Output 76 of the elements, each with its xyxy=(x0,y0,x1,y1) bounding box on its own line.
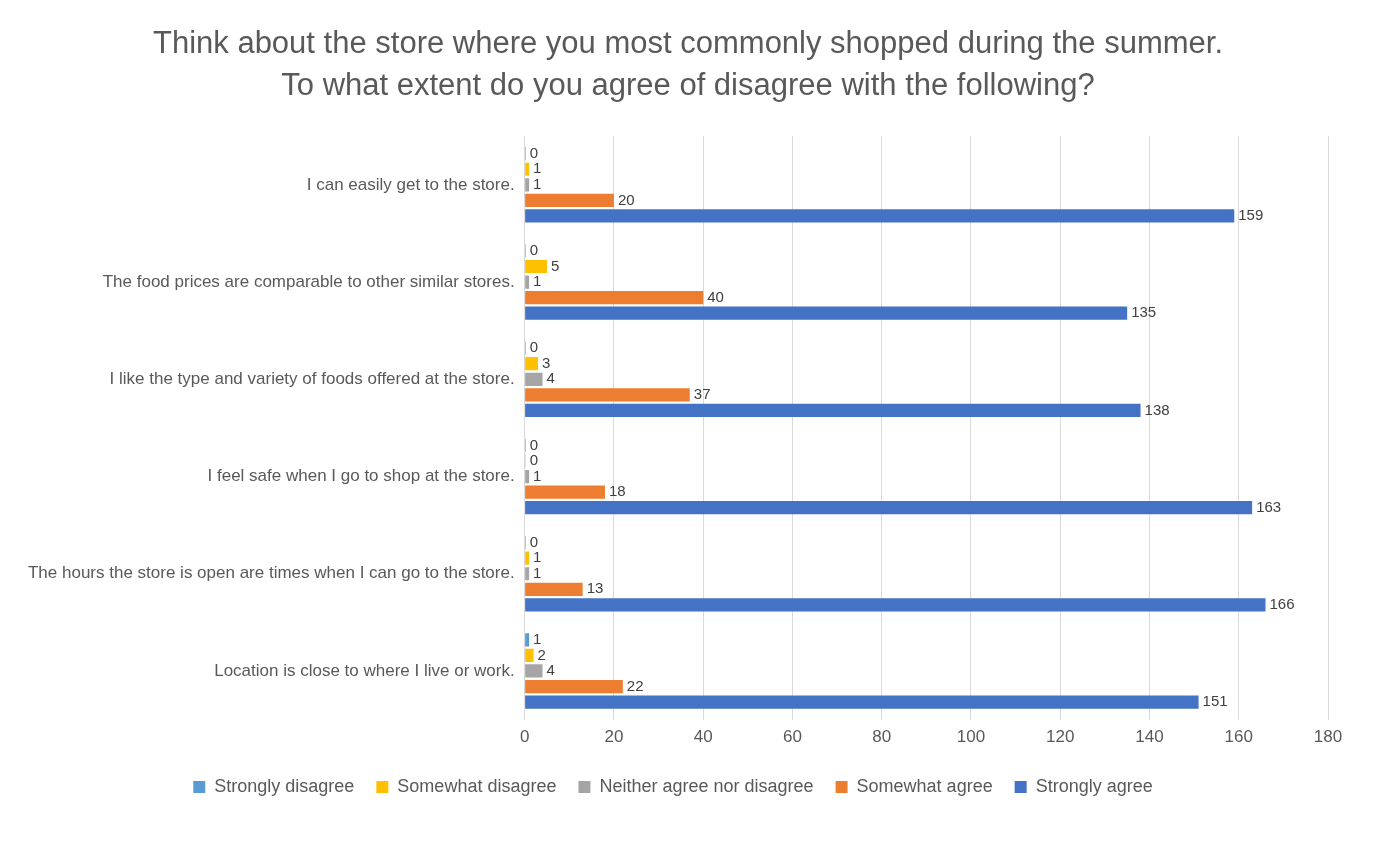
y-tick-label: The food prices are comparable to other similar stores. xyxy=(102,271,515,291)
bar xyxy=(525,664,543,678)
bar xyxy=(525,633,530,647)
bar xyxy=(525,501,1253,515)
bar xyxy=(525,209,1235,223)
data-label: 135 xyxy=(1131,303,1157,321)
data-label: 3 xyxy=(542,353,551,371)
bar xyxy=(525,388,690,402)
x-tick-label: 60 xyxy=(782,727,802,747)
legend-label: Somewhat disagree xyxy=(397,775,557,796)
y-tick-label: The hours the store is open are times when I can go to the store. xyxy=(27,563,515,583)
data-label: 1 xyxy=(533,174,542,192)
bar xyxy=(525,275,530,289)
bar xyxy=(525,567,530,581)
bar xyxy=(525,648,534,663)
bar xyxy=(525,162,530,176)
data-label: 37 xyxy=(693,384,711,402)
x-tick-label: 0 xyxy=(519,727,530,747)
y-tick-label: I feel safe when I go to shop at the store. xyxy=(207,466,515,486)
bar xyxy=(525,291,704,305)
x-tick-label: 40 xyxy=(693,727,713,747)
data-label: 1 xyxy=(533,272,542,290)
data-label: 1 xyxy=(533,466,542,484)
legend-label: Strongly disagree xyxy=(214,775,355,796)
data-label: 159 xyxy=(1238,206,1264,224)
data-label: 138 xyxy=(1144,400,1170,418)
x-tick-label: 160 xyxy=(1224,727,1253,747)
x-tick-label: 140 xyxy=(1135,727,1164,747)
x-tick-label: 180 xyxy=(1313,727,1343,747)
bar xyxy=(525,598,1266,612)
chart-title: Think about the store where you most commonly shopped during the summer. To what extent do you agree of disagree with the following? xyxy=(151,24,1224,104)
data-label: 0 xyxy=(529,532,538,550)
data-label: 0 xyxy=(529,451,538,469)
x-tick-label: 120 xyxy=(1046,727,1075,747)
data-label: 1 xyxy=(533,563,542,581)
bar xyxy=(525,193,614,207)
x-tick-label: 100 xyxy=(956,727,986,747)
data-label: 1 xyxy=(533,548,542,566)
bar xyxy=(525,695,1199,709)
data-label: 0 xyxy=(529,143,538,161)
data-label: 151 xyxy=(1202,692,1228,710)
bar xyxy=(525,178,530,192)
legend-label: Strongly agree xyxy=(1035,775,1153,796)
bar xyxy=(525,372,543,386)
data-label: 2 xyxy=(537,645,546,663)
x-tick-label: 80 xyxy=(872,727,892,747)
bar xyxy=(525,403,1141,418)
data-label: 4 xyxy=(546,661,555,679)
bar xyxy=(525,551,530,565)
data-label: 163 xyxy=(1256,497,1282,515)
data-label: 20 xyxy=(617,190,635,208)
x-tick-label: 20 xyxy=(604,727,624,747)
data-label: 40 xyxy=(707,287,724,305)
legend-label: Neither agree nor disagree xyxy=(599,775,814,796)
y-tick-label: I like the type and variety of foods offered at the store. xyxy=(109,368,515,388)
bar xyxy=(525,259,547,274)
data-label: 166 xyxy=(1269,595,1295,613)
y-tick-label: I can easily get to the store. xyxy=(306,174,515,194)
data-label: 1 xyxy=(533,159,542,177)
bar xyxy=(525,679,623,694)
data-label: 5 xyxy=(550,256,560,274)
data-label: 1 xyxy=(533,630,542,648)
bar xyxy=(525,306,1128,320)
data-label: 22 xyxy=(626,676,644,694)
data-label: 13 xyxy=(586,579,604,597)
bar xyxy=(525,582,583,596)
legend-label: Somewhat agree xyxy=(856,775,993,796)
bar xyxy=(525,469,530,484)
data-label: 4 xyxy=(546,369,555,387)
data-label: 18 xyxy=(608,482,626,500)
data-label: 0 xyxy=(529,241,538,259)
data-label: 0 xyxy=(529,435,538,453)
data-label: 0 xyxy=(529,338,538,356)
bar xyxy=(525,357,539,371)
bar xyxy=(525,485,605,499)
y-tick-label: Location is close to where I live or work. xyxy=(214,660,515,680)
